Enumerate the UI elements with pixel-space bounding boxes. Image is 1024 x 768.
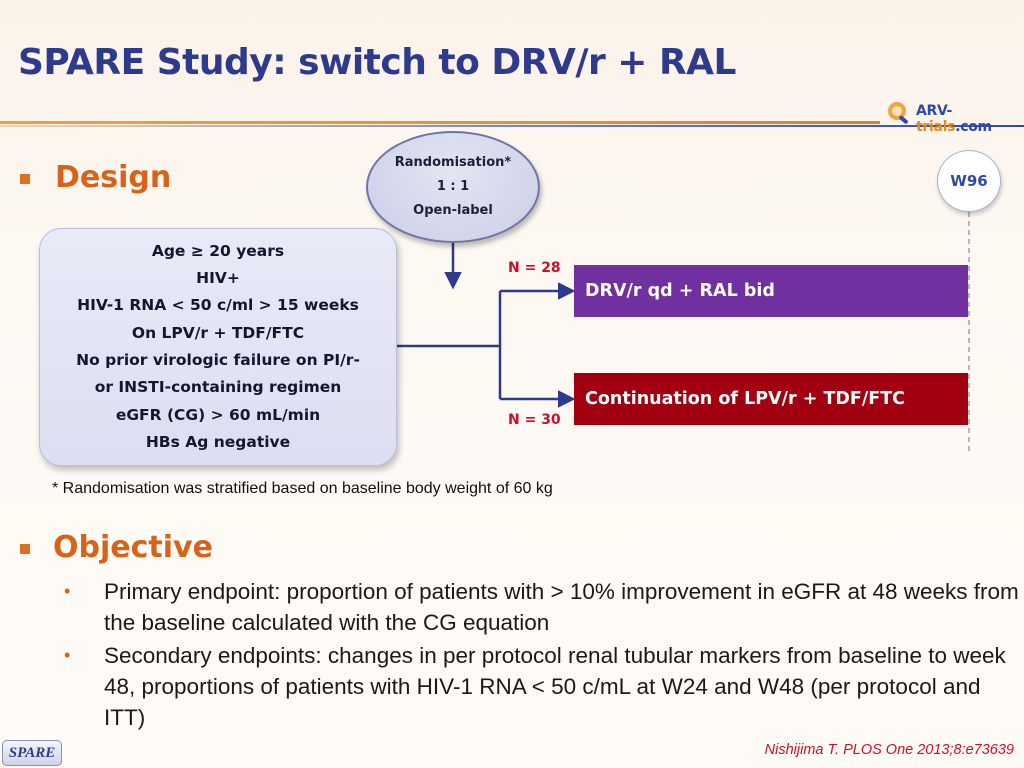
spare-study-tag[interactable]: SPARE: [2, 740, 62, 766]
list-item: • Secondary endpoints: changes in per pr…: [60, 640, 1020, 733]
criterion-no-failure: No prior virologic failure on PI/r-: [76, 351, 360, 369]
objective-heading: Objective: [53, 530, 213, 565]
arm-2-label: Continuation of LPV/r + TDF/FTC: [585, 389, 906, 409]
randomisation-type: Open-label: [413, 203, 493, 218]
list-item: • Primary endpoint: proportion of patien…: [60, 576, 1020, 638]
secondary-endpoint-text: Secondary endpoints: changes in per prot…: [104, 643, 1006, 730]
criterion-rna: HIV-1 RNA < 50 c/ml > 15 weeks: [77, 296, 359, 315]
objective-list: • Primary endpoint: proportion of patien…: [60, 576, 1020, 735]
criterion-age: Age ≥ 20 years: [151, 241, 285, 260]
randomisation-oval: Randomisation* 1 : 1 Open-label: [366, 131, 540, 243]
bullet-dot-icon: •: [64, 581, 71, 601]
arm-1-label: DRV/r qd + RAL bid: [585, 281, 775, 301]
randomisation-footnote: * Randomisation was stratified based on …: [52, 480, 553, 497]
randomisation-label: Randomisation*: [394, 155, 512, 170]
slide-title: SPARE Study: switch to DRV/r + RAL: [18, 42, 736, 83]
bullet-dot-icon: •: [64, 645, 71, 665]
design-bullet: [20, 174, 30, 184]
arm-2-box: Continuation of LPV/r + TDF/FTC: [574, 373, 968, 425]
inclusion-criteria-box: Age ≥ 20 years HIV+ HIV-1 RNA < 50 c/ml …: [39, 228, 397, 466]
logo-text: ARV-trials.com: [916, 103, 992, 135]
design-heading: Design: [55, 160, 172, 195]
criterion-hbsag: HBs Ag negative: [145, 432, 291, 451]
objective-bullet: [20, 544, 30, 554]
randomisation-ratio: 1 : 1: [436, 179, 470, 194]
title-rule-orange: [0, 121, 880, 124]
citation: Nishijima T. PLOS One 2013;8:e73639: [764, 742, 1014, 758]
arm-1-box: DRV/r qd + RAL bid: [574, 265, 968, 317]
arv-trials-logo[interactable]: ARV-trials.com: [886, 98, 1016, 135]
w96-marker: W96: [937, 150, 1001, 212]
criterion-regimen: On LPV/r + TDF/FTC: [131, 323, 305, 342]
primary-endpoint-text: Primary endpoint: proportion of patients…: [104, 579, 1019, 635]
arm-2-n: N = 30: [508, 412, 561, 428]
criterion-hiv: HIV+: [196, 269, 240, 288]
title-rule-blue: [0, 125, 1024, 127]
logo-icon: [888, 102, 908, 124]
criterion-egfr: eGFR (CG) > 60 mL/min: [115, 405, 321, 424]
criterion-no-failure-cont: or INSTI-containing regimen: [94, 378, 342, 397]
arm-1-n: N = 28: [508, 260, 561, 276]
